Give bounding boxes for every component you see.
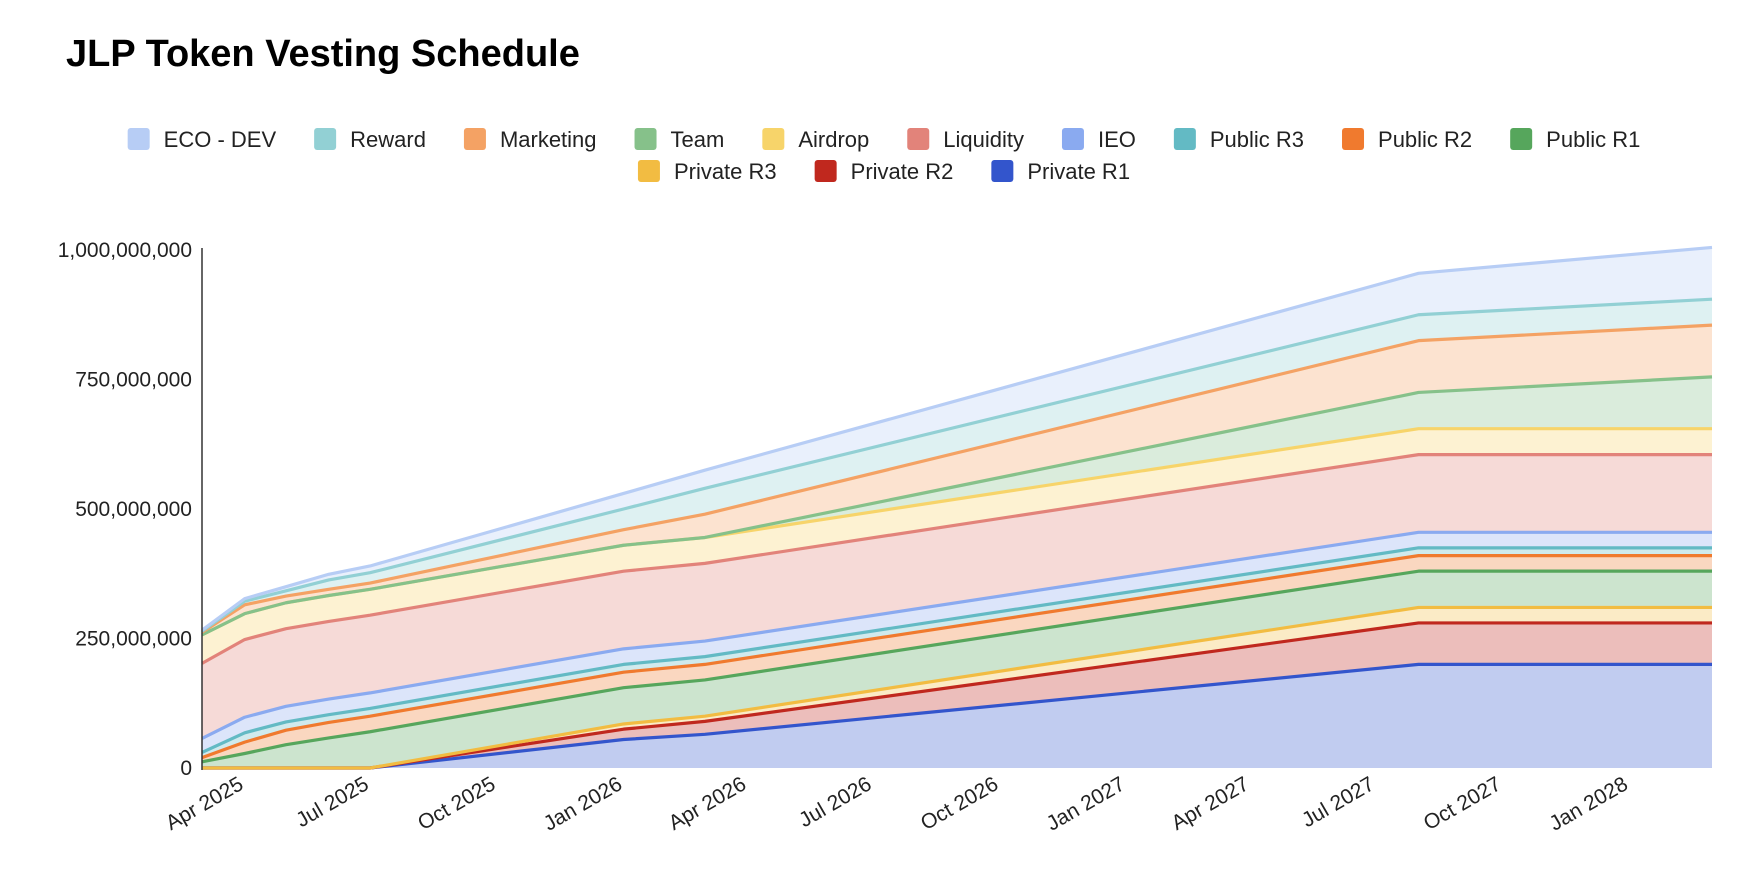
legend-label: Public R2 [1378, 127, 1472, 152]
x-tick-label: Jul 2027 [1298, 772, 1378, 832]
legend-item-marketing: Marketing [463, 127, 597, 152]
legend-item-public-r2: Public R2 [1342, 127, 1472, 152]
series-lines [201, 245, 1713, 770]
x-tick-label: Oct 2026 [917, 772, 1002, 835]
legend-swatch [1510, 128, 1533, 150]
legend-item-public-r3: Public R3 [1173, 127, 1304, 152]
legend-item-airdrop: Airdrop [762, 127, 869, 152]
x-tick-label: Oct 2025 [414, 772, 499, 835]
legend-swatch [907, 128, 930, 150]
legend-swatch [991, 160, 1014, 182]
legend-label: Private R1 [1027, 159, 1130, 184]
legend-label: Marketing [500, 127, 597, 152]
legend-swatch [634, 128, 657, 150]
legend-item-reward: Reward [314, 127, 426, 152]
legend-label: ECO - DEV [164, 127, 277, 152]
x-tick-label: Apr 2026 [665, 772, 750, 835]
legend-label: Liquidity [943, 127, 1024, 152]
y-tick-label: 500,000,000 [75, 498, 192, 521]
legend-swatch [1061, 128, 1084, 150]
legend-item-public-r1: Public R1 [1510, 127, 1640, 152]
chart-title: JLP Token Vesting Schedule [66, 33, 580, 75]
area-layers [202, 247, 1712, 768]
legend-swatch [637, 160, 660, 182]
area-eco-dev [202, 247, 1712, 632]
line-ieo [201, 530, 1712, 740]
legend-item-team: Team [634, 127, 725, 152]
area-airdrop [202, 428, 1712, 664]
legend-label: IEO [1098, 127, 1136, 152]
y-tick-label: 1,000,000,000 [58, 239, 192, 262]
x-tick-label: Jan 2027 [1043, 772, 1129, 835]
y-tick-label: 750,000,000 [75, 369, 192, 392]
x-tick-label: Apr 2027 [1168, 772, 1253, 835]
legend-swatch [814, 160, 837, 182]
x-tick-label: Jul 2025 [292, 772, 372, 832]
legend-swatch [314, 128, 337, 150]
legend-swatch [762, 128, 785, 150]
legend-label: Reward [350, 127, 426, 152]
area-private-r1 [202, 664, 1712, 768]
legend-item-private-r3: Private R3 [637, 159, 777, 184]
x-tick-label: Jan 2026 [540, 772, 626, 835]
legend-item-liquidity: Liquidity [907, 127, 1024, 152]
x-tick-label: Jul 2026 [795, 772, 875, 832]
legend-swatch [1173, 128, 1196, 150]
line-eco-dev [201, 245, 1713, 632]
line-reward [201, 297, 1713, 633]
legend-swatch [1342, 128, 1365, 150]
x-tick-label: Apr 2025 [162, 772, 247, 835]
line-team [201, 375, 1713, 637]
y-tick-labels: 0 250,000,000 500,000,000 750,000,000 1,000,… [58, 239, 192, 780]
line-public-r2 [201, 554, 1712, 760]
legend-item-private-r2: Private R2 [814, 159, 954, 184]
area-marketing [202, 325, 1712, 635]
area-liquidity [202, 454, 1712, 739]
legend-swatch [463, 128, 486, 150]
legend-item-ieo: IEO [1061, 127, 1136, 152]
legend-item-private-r1: Private R1 [991, 159, 1130, 184]
x-tick-labels: Apr 2025 Jul 2025 Oct 2025 Jan 2026 Apr 2026… [162, 772, 1632, 835]
area-public-r1 [202, 571, 1712, 768]
y-tick-label: 250,000,000 [75, 628, 192, 651]
legend-label: Private R3 [674, 159, 777, 184]
legend-swatch [127, 128, 150, 150]
legend-label: Airdrop [798, 127, 869, 152]
legend-label: Public R1 [1546, 127, 1640, 152]
line-marketing [201, 323, 1713, 634]
x-tick-label: Jan 2028 [1545, 772, 1631, 835]
legend-label: Private R2 [851, 159, 954, 184]
line-public-r3 [201, 546, 1712, 754]
line-liquidity [201, 453, 1712, 665]
y-tick-label: 0 [180, 757, 192, 780]
legend: ECO - DEV Reward Marketing Team Airdrop Liqui… [127, 127, 1640, 184]
area-private-r2 [202, 622, 1712, 768]
legend-item-eco-dev: ECO - DEV [127, 127, 277, 152]
legend-label: Team [671, 127, 725, 152]
line-public-r1 [201, 569, 1712, 764]
legend-label: Public R3 [1210, 127, 1304, 152]
x-tick-label: Oct 2027 [1420, 772, 1505, 835]
line-private-r3 [202, 605, 1712, 770]
